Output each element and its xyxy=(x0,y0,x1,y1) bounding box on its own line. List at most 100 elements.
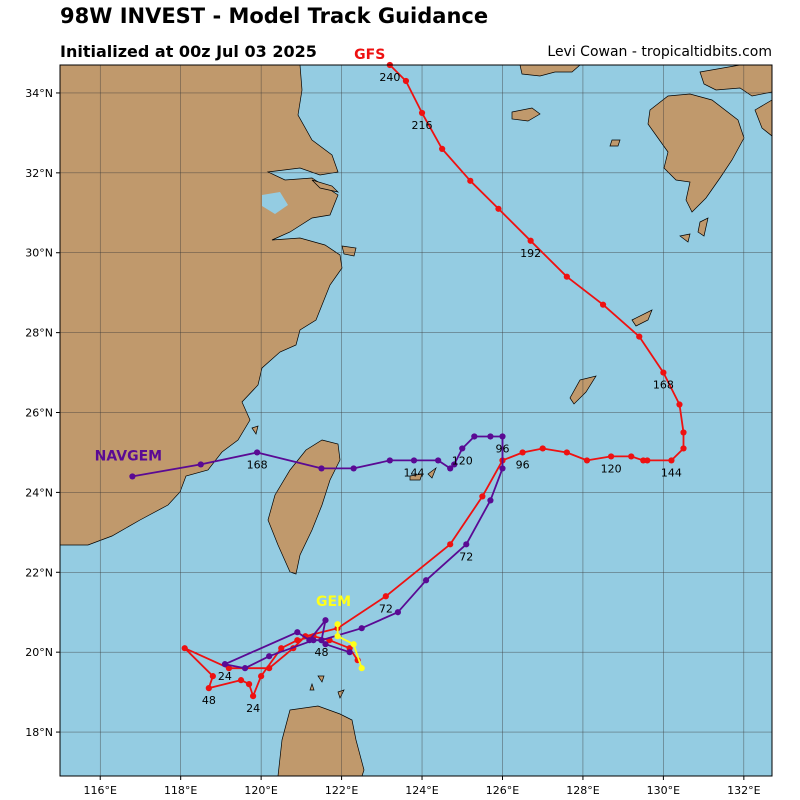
track-point xyxy=(266,665,273,672)
y-tick-label: 24°N xyxy=(25,486,53,499)
track-point xyxy=(527,237,534,244)
track-point xyxy=(225,665,233,672)
page-title: 98W INVEST - Model Track Guidance xyxy=(60,4,489,28)
forecast-hour-label: 216 xyxy=(412,119,433,132)
track-point xyxy=(241,665,249,672)
land-tanegashima xyxy=(697,217,709,237)
x-tick-label: 128°E xyxy=(566,784,599,797)
land-taiwan xyxy=(267,439,341,575)
x-tick-label: 120°E xyxy=(244,784,277,797)
init-time-subtitle: Initialized at 00z Jul 03 2025 xyxy=(60,42,317,61)
track-point xyxy=(221,661,229,668)
track-gem: GEM xyxy=(316,594,365,672)
track-point xyxy=(467,177,474,184)
forecast-hour-label: 240 xyxy=(379,71,400,84)
forecast-hour-label: 24 xyxy=(218,670,232,683)
x-tick-label: 132°E xyxy=(727,784,760,797)
track-point xyxy=(583,457,591,464)
model-name-label: GFS xyxy=(354,47,385,63)
track-point xyxy=(439,145,446,152)
credit-text: Levi Cowan - tropicaltidbits.com xyxy=(547,44,772,60)
track-point xyxy=(660,369,667,376)
y-tick-label: 22°N xyxy=(25,566,53,579)
track-point xyxy=(410,457,418,464)
land-lake xyxy=(262,192,288,214)
track-point xyxy=(644,457,651,464)
track-point xyxy=(668,457,675,464)
track-point xyxy=(306,637,313,644)
land-batanes-1 xyxy=(317,675,325,683)
land-jeju xyxy=(511,107,541,122)
model-name-label: GEM xyxy=(316,594,351,610)
x-tick-label: 124°E xyxy=(405,784,438,797)
land-goto xyxy=(609,139,621,147)
land-shikoku xyxy=(754,99,772,137)
track-point xyxy=(350,465,357,472)
track-point xyxy=(278,645,285,652)
track-point xyxy=(294,637,301,644)
forecast-hour-label: 24 xyxy=(246,702,260,715)
track-point xyxy=(245,681,253,688)
track-point xyxy=(318,465,325,472)
track-point xyxy=(487,497,494,504)
x-tick-label: 130°E xyxy=(647,784,680,797)
track-point xyxy=(471,433,478,440)
track-point xyxy=(539,445,546,452)
land-honshu xyxy=(699,65,772,97)
track-point xyxy=(254,449,261,456)
track-point xyxy=(322,641,329,648)
track-point xyxy=(607,453,615,460)
forecast-hour-label: 96 xyxy=(516,458,530,471)
track-point xyxy=(487,433,494,440)
track-point xyxy=(628,453,635,460)
track-point xyxy=(459,445,466,452)
land-miyako xyxy=(427,466,437,479)
track-point xyxy=(209,673,216,680)
track-point xyxy=(334,633,341,640)
track-point xyxy=(463,541,470,548)
track-point xyxy=(350,641,357,648)
land-china xyxy=(60,65,343,546)
track-point xyxy=(266,653,273,660)
track-point xyxy=(451,461,458,468)
track-point xyxy=(237,677,245,684)
track-point xyxy=(197,461,204,468)
track-point xyxy=(258,673,265,680)
map-frame xyxy=(59,64,773,777)
track-point xyxy=(294,629,301,636)
land-zhoushan xyxy=(341,245,357,257)
forecast-hour-label: 96 xyxy=(495,442,509,455)
model-name-label: NAVGEM xyxy=(95,448,162,464)
track-point xyxy=(563,449,570,456)
track-point xyxy=(499,465,506,472)
track-point xyxy=(599,301,607,308)
track-point xyxy=(418,109,426,117)
forecast-hour-label: 144 xyxy=(661,466,682,479)
y-tick-label: 30°N xyxy=(25,247,53,260)
forecast-hour-label: 168 xyxy=(247,458,268,471)
track-point xyxy=(249,693,257,700)
track-point xyxy=(394,609,401,616)
x-tick-label: 116°E xyxy=(83,784,116,797)
forecast-hour-label: 72 xyxy=(379,602,393,615)
forecast-hour-label: 144 xyxy=(403,466,424,479)
forecast-hour-label: 48 xyxy=(202,694,216,707)
track-point xyxy=(205,685,212,692)
track-point xyxy=(129,473,136,480)
track-point xyxy=(680,445,687,452)
land-korea xyxy=(519,65,581,77)
land-penghu xyxy=(251,425,259,435)
track-point xyxy=(181,645,188,652)
track-point xyxy=(358,665,365,672)
y-tick-label: 18°N xyxy=(25,726,53,739)
land-amami xyxy=(631,309,653,327)
forecast-hour-label: 72 xyxy=(459,550,473,563)
track-point xyxy=(318,637,325,644)
track-navgem: 24 48 72 96 120 144 168 NAVGEM xyxy=(95,433,509,683)
forecast-hour-label: 120 xyxy=(601,462,622,475)
y-tick-label: 28°N xyxy=(25,327,53,340)
land-batanes-3 xyxy=(309,682,315,691)
track-point xyxy=(402,77,410,85)
